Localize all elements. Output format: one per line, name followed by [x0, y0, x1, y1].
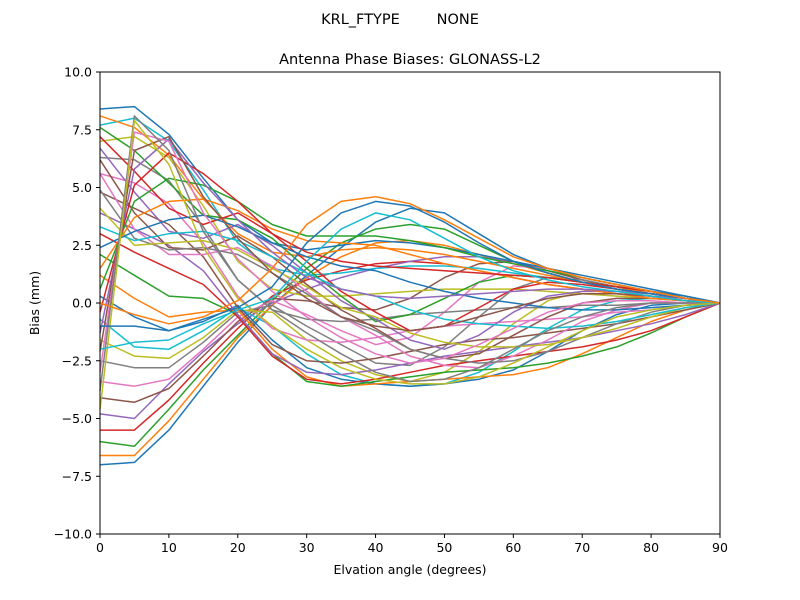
- series-lines: [99, 105, 721, 466]
- x-tick-label: 90: [712, 540, 728, 555]
- series-line-42: [99, 195, 721, 325]
- series-line-31: [99, 214, 721, 311]
- x-tick-label: 0: [96, 540, 104, 555]
- y-tick-label: −5.0: [62, 411, 92, 426]
- series-line-21: [99, 105, 721, 304]
- series-line-13: [99, 253, 721, 387]
- series-line-22: [99, 115, 721, 304]
- x-tick-label: 20: [230, 540, 246, 555]
- series-line-14: [99, 233, 721, 385]
- x-tick-label: 10: [161, 540, 177, 555]
- y-tick-label: 0.0: [72, 296, 92, 311]
- series-line-2: [100, 239, 721, 457]
- x-axis-ticks: 0 10 20 30 40 50 60 70 80 90: [96, 534, 728, 555]
- y-axis-ticks: −10.0 −7.5 −5.0 −2.5 0.0 2.5 5.0 7.5 10.0: [54, 65, 100, 542]
- series-line-37: [99, 131, 720, 373]
- x-tick-label: 80: [643, 540, 659, 555]
- chart-title: Antenna Phase Biases: GLONASS-L2: [279, 52, 541, 68]
- series-line-41: [100, 200, 721, 332]
- series-line-40: [99, 212, 721, 350]
- y-tick-label: 2.5: [72, 238, 92, 253]
- series-line-32: [99, 198, 721, 304]
- series-line-19: [99, 135, 721, 304]
- y-tick-label: −10.0: [54, 527, 92, 542]
- figure-suptitle: KRL_FTYPE NONE: [321, 12, 479, 28]
- series-line-34: [99, 152, 721, 313]
- series-line-3: [99, 223, 721, 447]
- x-tick-label: 50: [436, 540, 452, 555]
- x-tick-label: 30: [299, 540, 315, 555]
- y-tick-label: 5.0: [72, 180, 92, 195]
- series-line-38: [99, 115, 720, 391]
- series-line-11: [99, 295, 720, 387]
- series-line-20: [99, 117, 721, 304]
- series-line-36: [99, 135, 721, 352]
- x-tick-label: 70: [574, 540, 590, 555]
- series-line-29: [99, 207, 721, 348]
- y-tick-label: 10.0: [64, 65, 92, 80]
- x-tick-label: 60: [505, 540, 521, 555]
- y-axis-label: Bias (mm): [27, 271, 42, 335]
- series-line-39: [99, 119, 721, 410]
- plot-frame: [99, 71, 721, 535]
- series-line-17: [99, 172, 721, 344]
- y-tick-label: −7.5: [62, 469, 92, 484]
- x-tick-label: 40: [368, 540, 384, 555]
- y-tick-label: −2.5: [62, 353, 92, 368]
- series-line-27: [99, 173, 720, 369]
- x-axis-label: Elvation angle (degrees): [333, 562, 486, 577]
- y-tick-label: 7.5: [72, 122, 92, 137]
